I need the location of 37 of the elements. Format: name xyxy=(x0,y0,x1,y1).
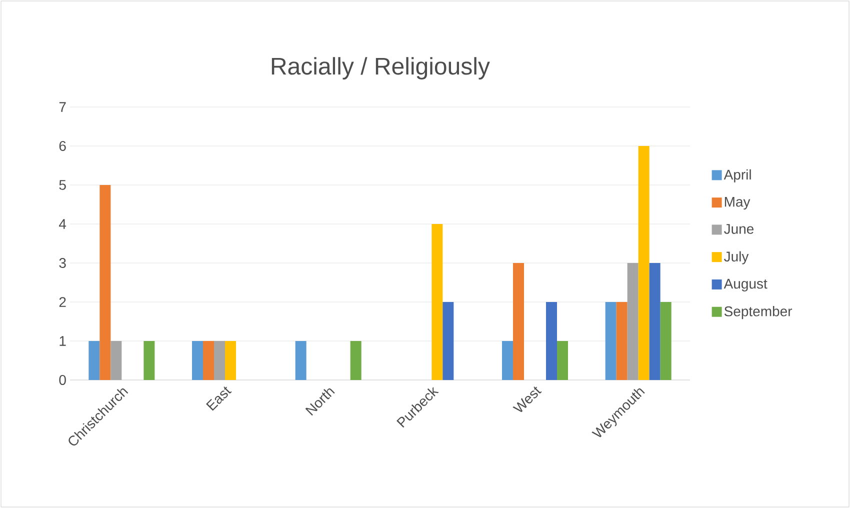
bar xyxy=(214,341,225,380)
bar xyxy=(660,302,672,380)
y-tick-label: 5 xyxy=(59,180,66,190)
bar xyxy=(110,341,122,380)
legend-label: September xyxy=(724,306,792,320)
legend-label: April xyxy=(724,169,751,182)
bar xyxy=(649,263,660,380)
bar xyxy=(432,224,443,380)
y-tick-label: 1 xyxy=(60,336,66,346)
y-tick-label: 3 xyxy=(59,258,66,268)
bar xyxy=(605,302,616,380)
bar xyxy=(513,263,524,380)
y-tick-label: 6 xyxy=(59,141,66,151)
bar xyxy=(546,302,558,380)
bar xyxy=(638,146,650,380)
legend-label: August xyxy=(724,278,768,292)
bar xyxy=(88,341,100,380)
bar xyxy=(295,341,306,380)
bar xyxy=(350,341,362,380)
legend-label: July xyxy=(724,251,749,264)
legend-label: May xyxy=(724,196,750,210)
y-tick-label: 7 xyxy=(59,102,66,112)
bar xyxy=(502,341,514,380)
bar xyxy=(203,341,214,380)
bar xyxy=(100,184,111,380)
bar xyxy=(225,341,236,380)
y-tick-label: 4 xyxy=(58,219,66,229)
y-tick-label: 2 xyxy=(59,297,66,307)
bar xyxy=(442,302,454,380)
chart-title: Racially / Religiously xyxy=(272,57,490,80)
legend-label: June xyxy=(724,224,754,234)
y-tick-label: 0 xyxy=(59,375,66,385)
bar xyxy=(192,341,203,380)
bar xyxy=(144,341,155,380)
bar xyxy=(627,263,638,380)
bar xyxy=(616,302,628,380)
bar xyxy=(557,341,568,380)
